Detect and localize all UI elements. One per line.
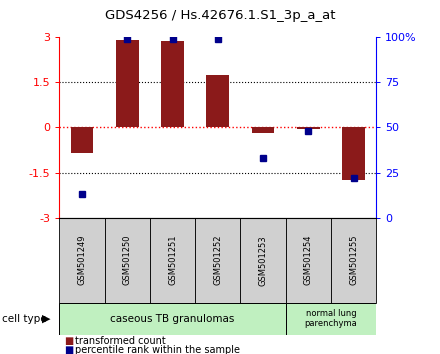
Text: GDS4256 / Hs.42676.1.S1_3p_a_at: GDS4256 / Hs.42676.1.S1_3p_a_at [105, 10, 335, 22]
Text: normal lung
parenchyma: normal lung parenchyma [304, 309, 357, 328]
Text: GSM501249: GSM501249 [77, 235, 87, 285]
Text: GSM501252: GSM501252 [213, 235, 222, 285]
Text: GSM501251: GSM501251 [168, 235, 177, 285]
Bar [342, 127, 365, 180]
Text: cell type: cell type [2, 314, 47, 324]
Bar [116, 40, 139, 127]
Bar [331, 218, 376, 303]
Bar [59, 218, 105, 303]
Text: ■: ■ [64, 346, 73, 354]
Text: percentile rank within the sample: percentile rank within the sample [75, 346, 240, 354]
Text: transformed count: transformed count [75, 336, 165, 346]
Text: caseous TB granulomas: caseous TB granulomas [110, 314, 235, 324]
Bar [105, 218, 150, 303]
Bar [240, 218, 286, 303]
Bar [206, 75, 229, 127]
Bar [286, 303, 376, 335]
Bar [286, 218, 331, 303]
Bar [71, 127, 93, 153]
Bar [297, 127, 319, 129]
Text: GSM501254: GSM501254 [304, 235, 313, 285]
Text: ■: ■ [64, 336, 73, 346]
Text: ▶: ▶ [42, 314, 51, 324]
Text: GSM501255: GSM501255 [349, 235, 358, 285]
Bar [59, 303, 286, 335]
Text: GSM501250: GSM501250 [123, 235, 132, 285]
Text: GSM501253: GSM501253 [259, 235, 268, 286]
Bar [195, 218, 240, 303]
Bar [150, 218, 195, 303]
Bar [252, 127, 275, 133]
Bar [161, 41, 184, 127]
